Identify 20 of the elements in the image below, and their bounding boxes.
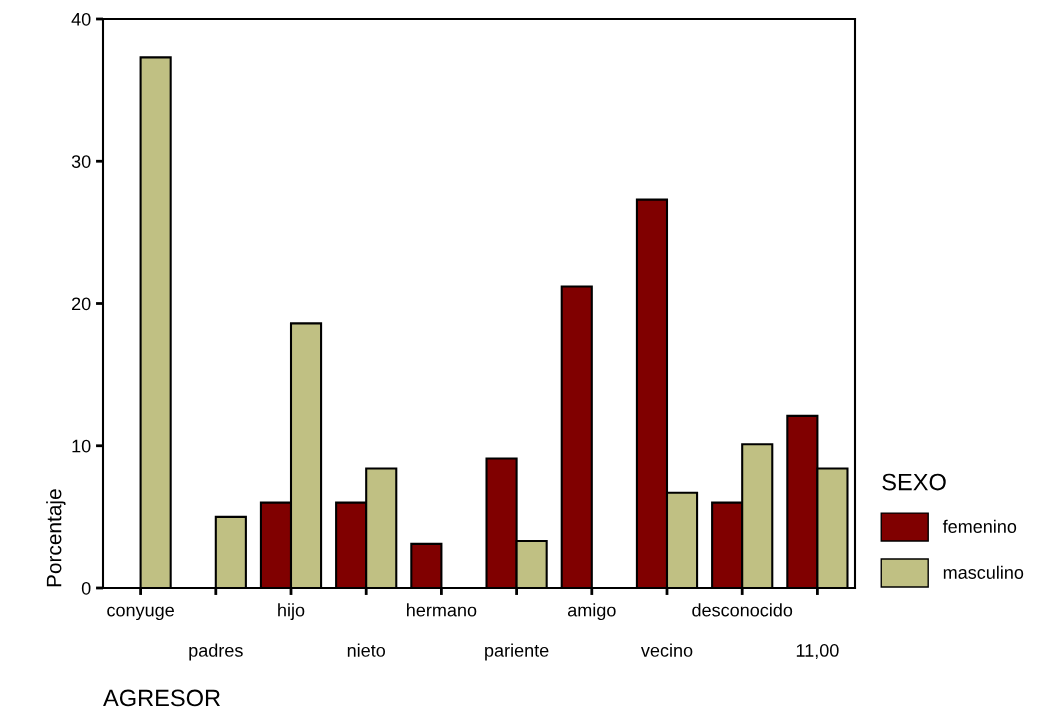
- y-tick-label: 30: [71, 155, 91, 168]
- x-tick-label: hermano: [407, 603, 477, 617]
- x-tick-label: conyuge: [107, 606, 174, 621]
- x-tick-label: hijo: [278, 603, 305, 621]
- y-axis-title: Porcentaje: [46, 489, 66, 587]
- x-tick-label: padres: [189, 643, 243, 661]
- y-tick-label: 0: [81, 581, 91, 595]
- legend-label: masculino: [943, 565, 1024, 579]
- legend-label: femenino: [942, 519, 1017, 533]
- x-axis-title: AGRESOR: [103, 689, 220, 707]
- y-tick-label: 20: [72, 297, 91, 311]
- x-tick-label: nieto: [347, 643, 386, 657]
- x-tick-label: pariente: [485, 643, 549, 661]
- y-tick-label: 10: [72, 439, 91, 453]
- y-tick-label: 40: [71, 12, 91, 26]
- x-tick-label: amigo: [567, 603, 616, 621]
- legend-title: SEXO: [882, 473, 946, 491]
- x-tick-label: desconocido: [692, 603, 793, 617]
- x-tick-label: 11,00: [796, 644, 839, 659]
- x-tick-label: vecino: [640, 643, 693, 657]
